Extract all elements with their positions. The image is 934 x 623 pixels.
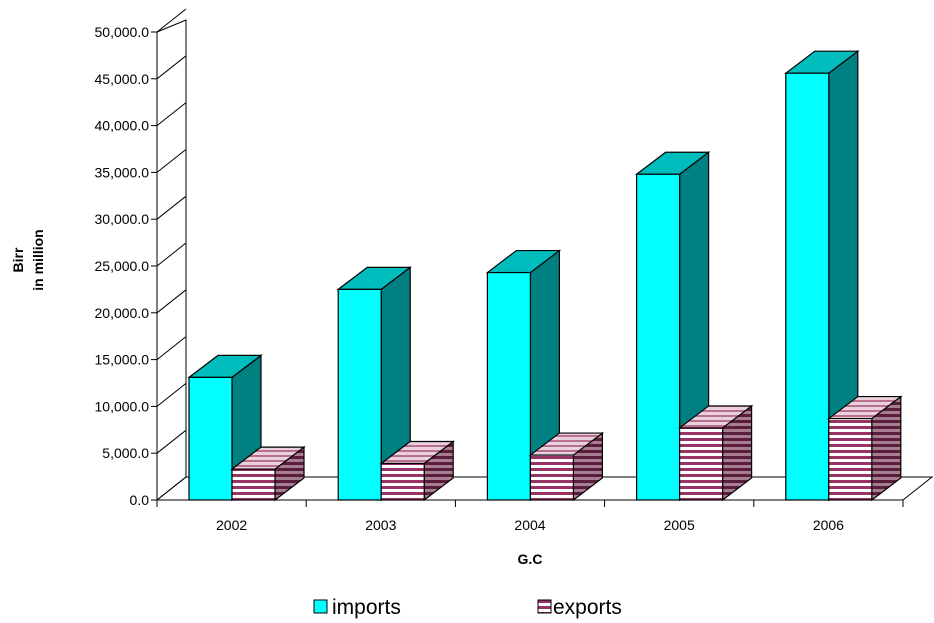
y-axis-title-line-1: Birr: [10, 247, 26, 272]
bar-exports-2005: [677, 404, 754, 502]
bar-front: [337, 288, 382, 501]
y-tick-label: 45,000.0: [95, 71, 150, 87]
x-tick-label: 2005: [664, 517, 695, 533]
y-tick-depth: [156, 102, 187, 126]
y-axis-title-line-2: in million: [30, 229, 46, 290]
y-tick-label: 35,000.0: [95, 164, 150, 180]
y-tick-label: 40,000.0: [95, 118, 150, 134]
back-wall-edge: [156, 19, 187, 477]
x-tick-label: 2002: [216, 517, 247, 533]
y-tick-label: 10,000.0: [95, 398, 150, 414]
y-tick-label: 30,000.0: [95, 211, 150, 227]
bars: [187, 49, 903, 502]
x-tick-label: 2006: [813, 517, 844, 533]
y-tick-depth: [156, 55, 187, 80]
bar-exports-2006: [827, 395, 903, 502]
bar-front: [188, 376, 233, 501]
bar-front: [380, 462, 425, 501]
bar-exports-2004: [528, 431, 605, 502]
bar-front: [828, 417, 873, 501]
x-axis-title: G.C: [518, 551, 543, 567]
bar-front: [529, 454, 575, 501]
bar-front: [231, 468, 276, 501]
y-axis: 0.0 5,000.0 10,000.0 15,000.0 20,000.0 25,000…: [95, 8, 187, 508]
bar-imports-2004: [485, 249, 562, 502]
legend: imports exports: [313, 596, 622, 619]
bar-front: [486, 271, 531, 501]
y-tick-label: 15,000.0: [95, 352, 150, 368]
y-tick-label: 5,000.0: [102, 445, 149, 461]
y-tick-label: 50,000.0: [95, 24, 150, 40]
x-axis: 2002 2003 2004 2005 2006: [156, 499, 904, 533]
y-tick-depth: [156, 195, 187, 220]
bar-front: [785, 72, 830, 501]
y-tick-depth: [156, 289, 187, 314]
legend-label-exports: exports: [553, 596, 622, 619]
y-tick-depth: [156, 429, 187, 454]
y-tick-depth: [156, 336, 187, 360]
legend-swatch-exports: [537, 599, 552, 614]
y-tick-depth: [156, 242, 187, 267]
y-tick-depth: [156, 383, 187, 407]
legend-label-imports: imports: [332, 596, 401, 619]
bar-imports-2006: [784, 49, 860, 502]
y-tick-depth: [156, 476, 187, 501]
bar-exports-2002: [230, 445, 306, 502]
bar-front: [678, 427, 724, 501]
y-tick-depth: [156, 8, 187, 33]
bar-exports-2003: [379, 440, 455, 502]
bar-imports-2003: [336, 266, 412, 502]
y-tick-depth: [156, 149, 187, 173]
y-tick-label: 0.0: [130, 492, 150, 508]
y-tick-label: 25,000.0: [95, 258, 150, 274]
y-tick-label: 20,000.0: [95, 305, 150, 321]
legend-swatch-imports: [313, 599, 328, 614]
bar-front: [635, 173, 681, 501]
x-tick-label: 2003: [365, 517, 396, 533]
x-tick-label: 2004: [514, 517, 545, 533]
